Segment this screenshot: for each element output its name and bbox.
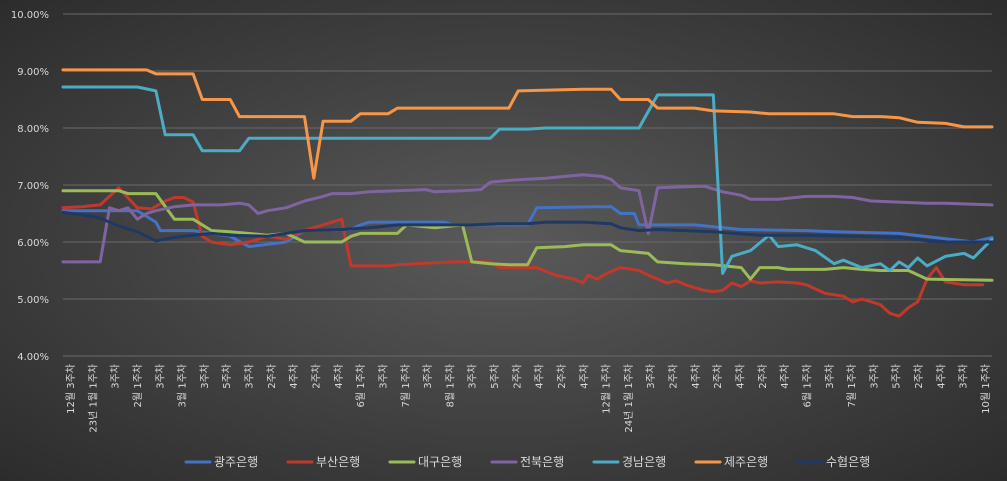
x-tick-label: 2주차 — [913, 364, 925, 389]
x-tick-label: 3주차 — [645, 364, 657, 389]
legend-label: 제주은행 — [724, 454, 768, 469]
x-tick-label: 10월 1주차 — [980, 364, 992, 414]
x-tick-label: 2주차 — [511, 364, 523, 389]
x-tick-label: 3주차 — [868, 364, 880, 389]
x-tick-label: 4주차 — [288, 364, 300, 389]
series-line — [61, 173, 994, 264]
x-tick-label: 3주차 — [422, 364, 434, 389]
series-line — [61, 85, 994, 275]
legend-label: 수협은행 — [826, 454, 870, 469]
y-tick-label: 7.00% — [17, 181, 49, 192]
x-tick-label: 3주차 — [958, 364, 970, 389]
x-tick-label: 3주차 — [244, 364, 256, 389]
x-tick-label: 4주차 — [578, 364, 590, 389]
x-tick-label: 3주차 — [824, 364, 836, 389]
x-tick-label: 2주차 — [266, 364, 278, 389]
y-tick-label: 10.00% — [11, 10, 49, 21]
x-tick-label: 3주차 — [377, 364, 389, 389]
y-tick-label: 9.00% — [17, 67, 49, 78]
x-tick-label: 2주차 — [310, 364, 322, 389]
y-tick-label: 4.00% — [17, 352, 49, 363]
x-tick-label: 4주차 — [935, 364, 947, 389]
series-line — [61, 210, 994, 244]
legend-label: 대구은행 — [418, 454, 462, 469]
x-tick-label: 24년 1월 1주차 — [623, 364, 635, 433]
x-tick-label: 5주차 — [489, 364, 501, 389]
y-tick-label: 5.00% — [17, 295, 49, 306]
x-tick-label: 7월 1주차 — [400, 364, 412, 408]
x-tick-label: 7월 1주차 — [846, 364, 858, 408]
x-tick-label: 5주차 — [221, 364, 233, 389]
x-tick-label: 3월 1주차 — [177, 364, 189, 408]
x-tick-label: 4주차 — [735, 364, 747, 389]
x-tick-label: 8월 1주차 — [444, 364, 456, 408]
x-tick-label: 4주차 — [779, 364, 791, 389]
x-tick-label: 3주차 — [199, 364, 211, 389]
x-tick-label: 6월 1주차 — [801, 364, 813, 408]
x-tick-label: 2주차 — [757, 364, 769, 389]
series-lines — [61, 68, 994, 318]
x-tick-label: 2주차 — [668, 364, 680, 389]
x-tick-label: 3주차 — [154, 364, 166, 389]
legend-label: 전북은행 — [520, 454, 564, 469]
x-tick-label: 3주차 — [467, 364, 479, 389]
x-tick-label: 4주차 — [333, 364, 345, 389]
series-line — [61, 189, 994, 282]
x-tick-label: 3주차 — [110, 364, 122, 389]
x-tick-label: 12월 1주차 — [601, 364, 613, 414]
y-axis-ticks: 4.00% 5.00% 6.00% 7.00% 8.00% 9.00% 10.00% — [11, 10, 49, 363]
x-tick-label: 23년 1월 1주차 — [87, 364, 99, 433]
x-tick-label: 2주차 — [712, 364, 724, 389]
x-tick-label: 4주차 — [690, 364, 702, 389]
x-tick-label: 6월 1주차 — [355, 364, 367, 408]
legend: 광주은행 부산은행 대구은행 전북은행 경남은행 제주은행 수협은행 — [184, 454, 870, 469]
x-tick-label: 5주차 — [891, 364, 903, 389]
x-axis-ticks: 12월 3주차 23년 1월 1주차 3주차 2월 1주차 3주차 3월 1주차 3주차 5주… — [65, 364, 992, 433]
series-line — [61, 68, 994, 180]
y-tick-label: 6.00% — [17, 238, 49, 249]
x-tick-label: 12월 3주차 — [65, 364, 77, 414]
y-tick-label: 8.00% — [17, 124, 49, 135]
series-line — [61, 186, 985, 318]
gridlines — [63, 13, 992, 357]
legend-label: 부산은행 — [316, 454, 360, 469]
x-tick-label: 4주차 — [534, 364, 546, 389]
x-tick-label: 2월 1주차 — [132, 364, 144, 408]
x-tick-label: 2주차 — [556, 364, 568, 389]
legend-label: 광주은행 — [214, 454, 258, 469]
legend-label: 경남은행 — [622, 454, 666, 469]
